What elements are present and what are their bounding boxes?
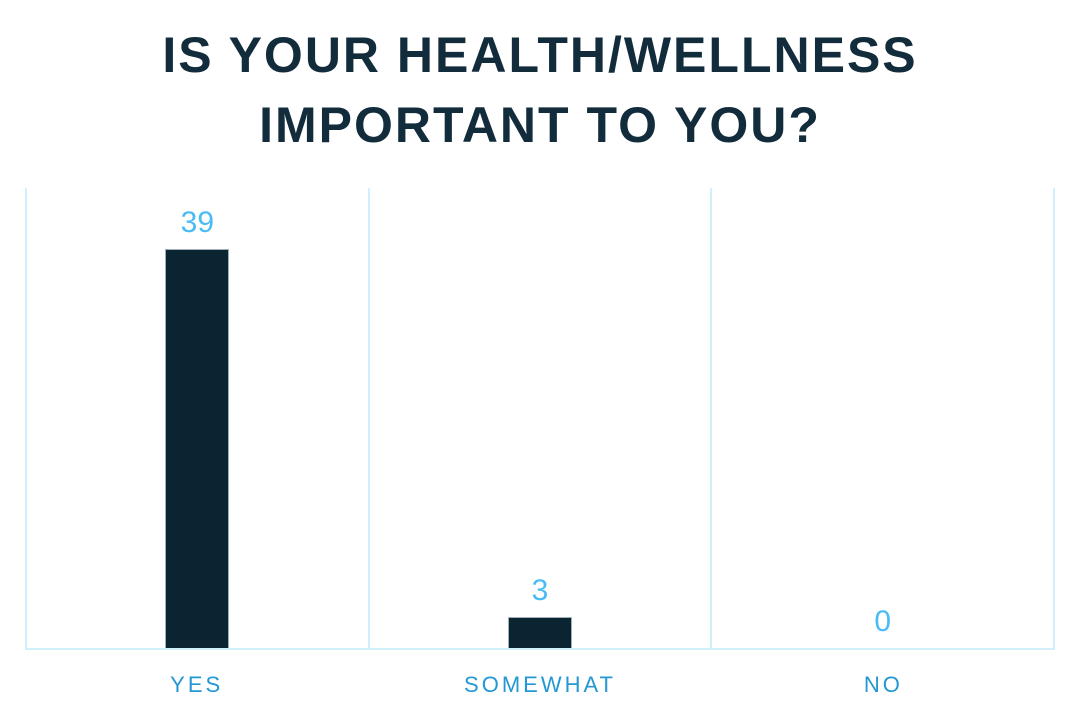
chart-title-line-1: IS YOUR HEALTH/WELLNESS — [162, 27, 918, 83]
chart-column-somewhat: 3 — [370, 188, 713, 648]
chart-title: IS YOUR HEALTH/WELLNESS IMPORTANT TO YOU… — [0, 20, 1080, 160]
value-label: 3 — [531, 574, 549, 607]
bar — [508, 617, 572, 648]
category-label-somewhat: SOMEWHAT — [464, 672, 616, 697]
value-label: 39 — [180, 206, 215, 239]
chart-column-no: 0 — [712, 188, 1053, 648]
category-axis: YES SOMEWHAT NO — [25, 672, 1055, 698]
category-label-no: NO — [863, 672, 903, 697]
category-label-yes: YES — [170, 672, 224, 697]
value-label: 0 — [874, 605, 892, 638]
plot-area: 39 3 0 — [25, 188, 1055, 650]
bar — [165, 249, 230, 648]
chart-title-line-2: IMPORTANT TO YOU? — [259, 97, 821, 153]
chart-column-yes: 39 — [27, 188, 370, 648]
